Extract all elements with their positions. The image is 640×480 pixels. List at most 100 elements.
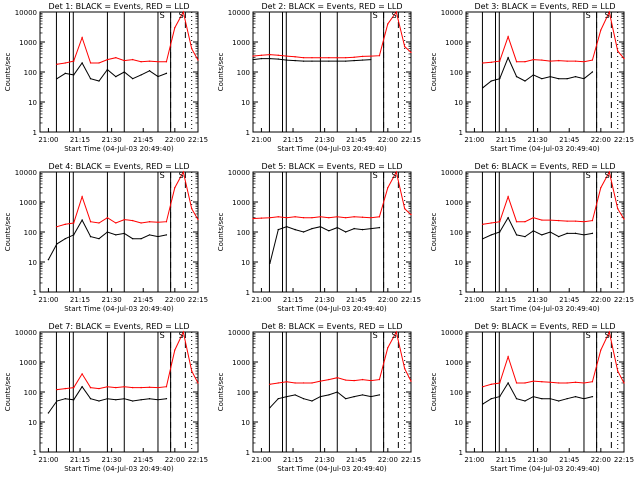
data-point (616, 50, 619, 52)
data-point (574, 232, 577, 235)
x-tick-label: 21:30 (315, 136, 335, 144)
data-point (123, 232, 125, 235)
data-point (73, 386, 75, 389)
y-tick-label: 10000 (228, 9, 250, 17)
data-point (549, 60, 551, 62)
x-tick-label: 21:45 (346, 296, 366, 304)
y-tick-label: 1 (246, 289, 250, 297)
data-point (131, 219, 134, 222)
data-point (115, 222, 117, 224)
data-point (81, 196, 83, 198)
series-line-lld (56, 170, 199, 228)
data-point (311, 56, 313, 59)
data-point (260, 54, 263, 57)
data-point (515, 397, 518, 400)
data-point (541, 397, 543, 400)
x-tick-label: 21:15 (283, 136, 303, 144)
data-point (294, 228, 296, 231)
y-tick-label: 1000 (445, 39, 463, 47)
x-tick-label: 21:30 (102, 136, 122, 144)
data-point (499, 231, 501, 233)
y-tick-label: 10 (454, 99, 463, 107)
data-point (328, 230, 330, 232)
data-point (311, 382, 313, 384)
data-point (165, 234, 168, 236)
y-tick-label: 1 (459, 449, 463, 457)
data-point (541, 219, 543, 221)
data-point (378, 394, 381, 396)
data-point (515, 61, 518, 63)
x-axis-label: Start Time (04-Jul-03 20:49:40) (64, 465, 174, 473)
data-point (115, 234, 117, 236)
data-point (583, 382, 585, 384)
x-tick-label: 21:45 (559, 456, 579, 464)
data-point (302, 60, 305, 62)
data-point (182, 171, 184, 173)
data-point (336, 226, 338, 229)
data-point (286, 59, 288, 61)
data-point (89, 77, 92, 80)
data-point (482, 237, 484, 240)
data-point (574, 220, 577, 222)
saa-annotation: S (179, 171, 184, 180)
data-point (524, 400, 526, 402)
data-point (140, 386, 142, 389)
y-tick-label: 10000 (15, 169, 37, 177)
data-point (294, 382, 296, 384)
y-tick-label: 10000 (441, 329, 463, 337)
y-tick-label: 10 (241, 419, 250, 427)
data-point (140, 74, 142, 76)
data-point (64, 62, 66, 64)
data-point (499, 382, 501, 384)
data-point (131, 237, 134, 240)
data-point (499, 60, 501, 62)
data-point (260, 57, 263, 60)
data-point (387, 346, 389, 349)
data-point (115, 56, 117, 59)
x-tick-label: 21:30 (528, 456, 548, 464)
panel-det-9: Det 9: BLACK = Events, RED = LLD 1 10 100 10… (430, 322, 634, 473)
panel-det-1: Det 1: BLACK = Events, RED = LLD 1 10 100 10… (4, 2, 208, 153)
data-point (490, 383, 492, 386)
x-tick-label: 21:30 (102, 456, 122, 464)
data-point (286, 395, 288, 398)
data-point (165, 221, 168, 223)
x-tick-label: 22:00 (591, 456, 611, 464)
data-point (583, 234, 585, 236)
data-point (515, 234, 518, 236)
series-line-lld (56, 330, 199, 391)
data-point (591, 219, 594, 222)
data-point (566, 232, 568, 235)
data-point (148, 234, 151, 236)
data-point (123, 218, 125, 221)
data-point (532, 230, 535, 232)
data-point (81, 219, 83, 221)
x-tick-label: 21:15 (283, 296, 303, 304)
data-point (600, 186, 602, 189)
data-point (56, 400, 58, 402)
y-tick-label: 10 (28, 259, 37, 267)
data-point (336, 56, 338, 59)
data-point (73, 399, 75, 401)
y-tick-label: 10000 (441, 169, 463, 177)
data-point (106, 216, 109, 219)
x-tick-label: 21:15 (70, 136, 90, 144)
y-tick-label: 10000 (441, 9, 463, 17)
x-tick-label: 21:30 (315, 296, 335, 304)
data-point (174, 26, 176, 29)
data-point (286, 381, 288, 383)
data-point (311, 216, 313, 219)
data-point (47, 412, 50, 414)
data-point (482, 62, 484, 64)
data-point (73, 234, 75, 236)
data-point (507, 356, 509, 358)
data-point (361, 228, 364, 231)
x-tick-label: 22:00 (378, 296, 398, 304)
data-point (361, 216, 364, 218)
data-point (344, 379, 347, 381)
saa-annotation: S (373, 11, 378, 20)
data-point (106, 386, 109, 388)
data-point (549, 219, 551, 221)
data-point (336, 376, 338, 379)
data-point (336, 216, 338, 218)
